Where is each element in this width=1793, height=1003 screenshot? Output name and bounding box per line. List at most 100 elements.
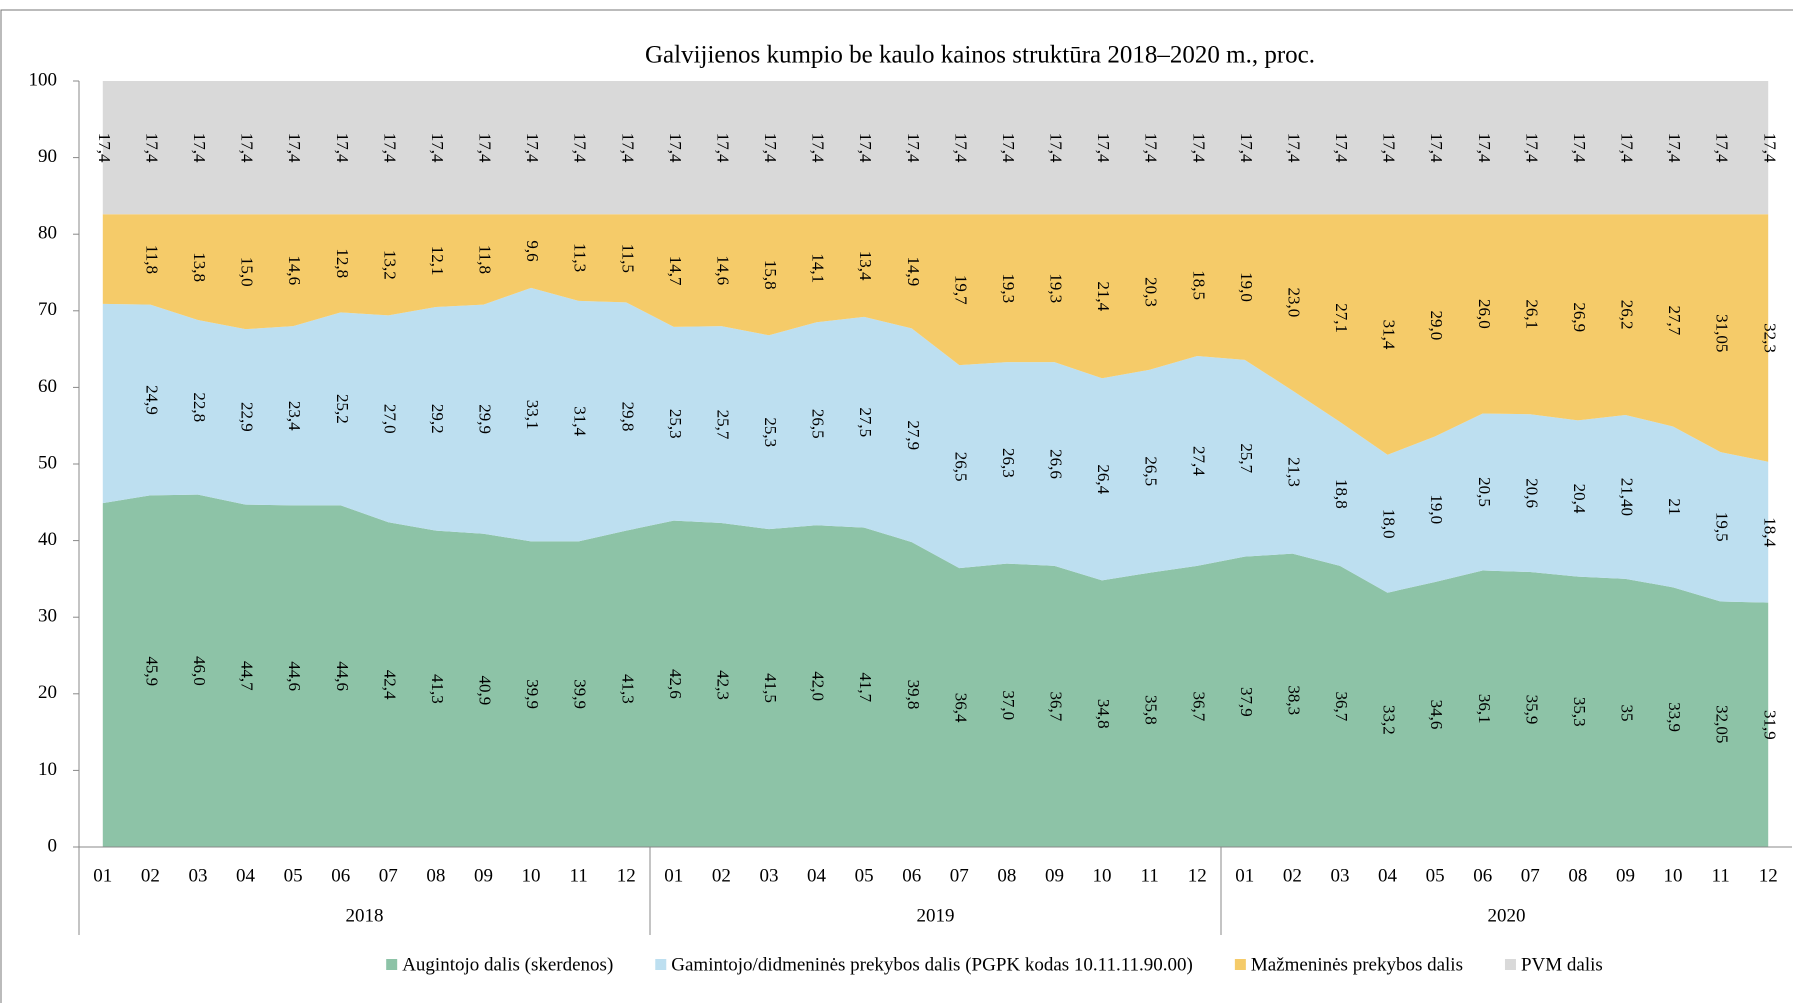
data-label: 22,9 — [238, 402, 257, 432]
data-label: 17,4 — [999, 133, 1018, 163]
data-label: 19,3 — [999, 273, 1018, 303]
data-label: 26,0 — [1475, 299, 1494, 329]
data-label: 17,4 — [666, 133, 685, 163]
y-tick-label: 70 — [38, 299, 57, 320]
data-label: 17,4 — [1713, 133, 1732, 163]
x-tick-label: 09 — [474, 865, 493, 886]
y-tick-label: 80 — [38, 223, 57, 244]
data-label: 13,4 — [856, 251, 875, 281]
legend-label: Augintojo dalis (skerdenos) — [402, 954, 613, 975]
y-tick-label: 20 — [38, 682, 57, 703]
data-label: 27,0 — [380, 404, 399, 434]
data-label: 17,4 — [1047, 133, 1066, 163]
data-label: 17,4 — [1570, 133, 1589, 163]
data-label: 18,4 — [1760, 517, 1779, 547]
data-label: 14,1 — [809, 253, 828, 283]
data-label: 17,4 — [1094, 133, 1113, 163]
data-label: 17,4 — [380, 133, 399, 163]
data-label: 11,8 — [142, 245, 161, 274]
x-tick-label: 05 — [284, 865, 303, 886]
x-tick-label: 08 — [426, 865, 445, 886]
data-label: 40,9 — [476, 675, 495, 705]
data-label: 35,9 — [1522, 695, 1541, 725]
y-tick-label: 60 — [38, 376, 57, 397]
x-tick-label: 12 — [1188, 865, 1207, 886]
x-tick-label: 06 — [331, 865, 350, 886]
data-label: 38,3 — [1284, 685, 1303, 715]
x-tick-label: 10 — [1093, 865, 1112, 886]
data-label: 29,2 — [428, 404, 447, 434]
x-tick-label: 01 — [664, 865, 683, 886]
x-tick-label: 12 — [1759, 865, 1778, 886]
data-label: 41,5 — [761, 673, 780, 703]
data-label: 17,4 — [428, 133, 447, 163]
data-label: 21,4 — [1094, 281, 1113, 311]
area — [102, 81, 1769, 215]
data-label: 17,4 — [238, 133, 257, 163]
x-tick-label: 07 — [1521, 865, 1540, 886]
data-label: 36,7 — [1332, 692, 1351, 722]
y-tick-label: 100 — [29, 69, 58, 90]
x-tick-label: 04 — [236, 865, 256, 886]
data-label: 36,7 — [1189, 692, 1208, 722]
data-label: 18,8 — [1332, 479, 1351, 509]
data-label: 17,4 — [1760, 133, 1779, 163]
chart-border — [0, 9, 1793, 1003]
data-label: 31,4 — [1380, 320, 1399, 350]
data-label: 26,2 — [1618, 300, 1637, 330]
x-group-label: 2019 — [917, 905, 955, 926]
y-tick-label: 90 — [38, 146, 57, 167]
data-label: 31,05 — [1713, 314, 1732, 352]
data-label: 17,4 — [1332, 133, 1351, 163]
data-label: 41,3 — [428, 674, 447, 704]
data-label: 36,4 — [951, 693, 970, 723]
legend-label: Mažmeninės prekybos dalis — [1251, 954, 1463, 975]
data-label: 11,3 — [571, 243, 590, 272]
data-label: 15,0 — [238, 257, 257, 287]
data-label: 35 — [1618, 704, 1637, 721]
data-label: 27,5 — [856, 407, 875, 437]
data-label: 36,7 — [1047, 692, 1066, 722]
data-label: 23,4 — [285, 401, 304, 431]
data-label: 42,0 — [809, 671, 828, 701]
x-tick-label: 07 — [950, 865, 969, 886]
data-label: 22,8 — [190, 392, 209, 422]
data-label: 17,4 — [190, 133, 209, 163]
data-label: 14,9 — [904, 256, 923, 286]
x-tick-label: 02 — [1283, 865, 1302, 886]
data-label: 17,4 — [571, 133, 590, 163]
legend-swatch — [655, 959, 667, 970]
data-label: 17,4 — [1284, 133, 1303, 163]
data-label: 17,4 — [95, 133, 114, 163]
data-label: 20,6 — [1522, 478, 1541, 508]
data-label: 23,0 — [1284, 287, 1303, 317]
data-label: 35,3 — [1570, 697, 1589, 727]
x-tick-label: 11 — [569, 865, 587, 886]
x-tick-label: 09 — [1045, 865, 1064, 886]
data-label: 25,2 — [333, 394, 352, 424]
data-label: 26,6 — [1047, 449, 1066, 479]
data-label: 17,4 — [713, 133, 732, 163]
x-tick-label: 03 — [1330, 865, 1349, 886]
data-label: 41,7 — [856, 672, 875, 702]
data-label: 20,5 — [1475, 477, 1494, 507]
x-tick-label: 11 — [1711, 865, 1729, 886]
data-label: 18,5 — [1189, 270, 1208, 300]
data-label: 14,7 — [666, 256, 685, 286]
data-label: 44,7 — [238, 661, 257, 691]
y-tick-label: 50 — [38, 452, 57, 473]
data-label: 27,4 — [1189, 446, 1208, 476]
data-label: 17,4 — [761, 133, 780, 163]
data-label: 21,40 — [1618, 478, 1637, 516]
data-label: 17,4 — [333, 133, 352, 163]
data-label: 25,7 — [713, 410, 732, 440]
data-label: 19,3 — [1047, 273, 1066, 303]
data-label: 25,3 — [761, 417, 780, 447]
x-tick-label: 02 — [141, 865, 160, 886]
data-label: 26,9 — [1570, 302, 1589, 332]
data-label: 17,4 — [1665, 133, 1684, 163]
data-label: 14,6 — [285, 255, 304, 285]
data-label: 26,5 — [1142, 456, 1161, 486]
x-tick-label: 10 — [522, 865, 541, 886]
